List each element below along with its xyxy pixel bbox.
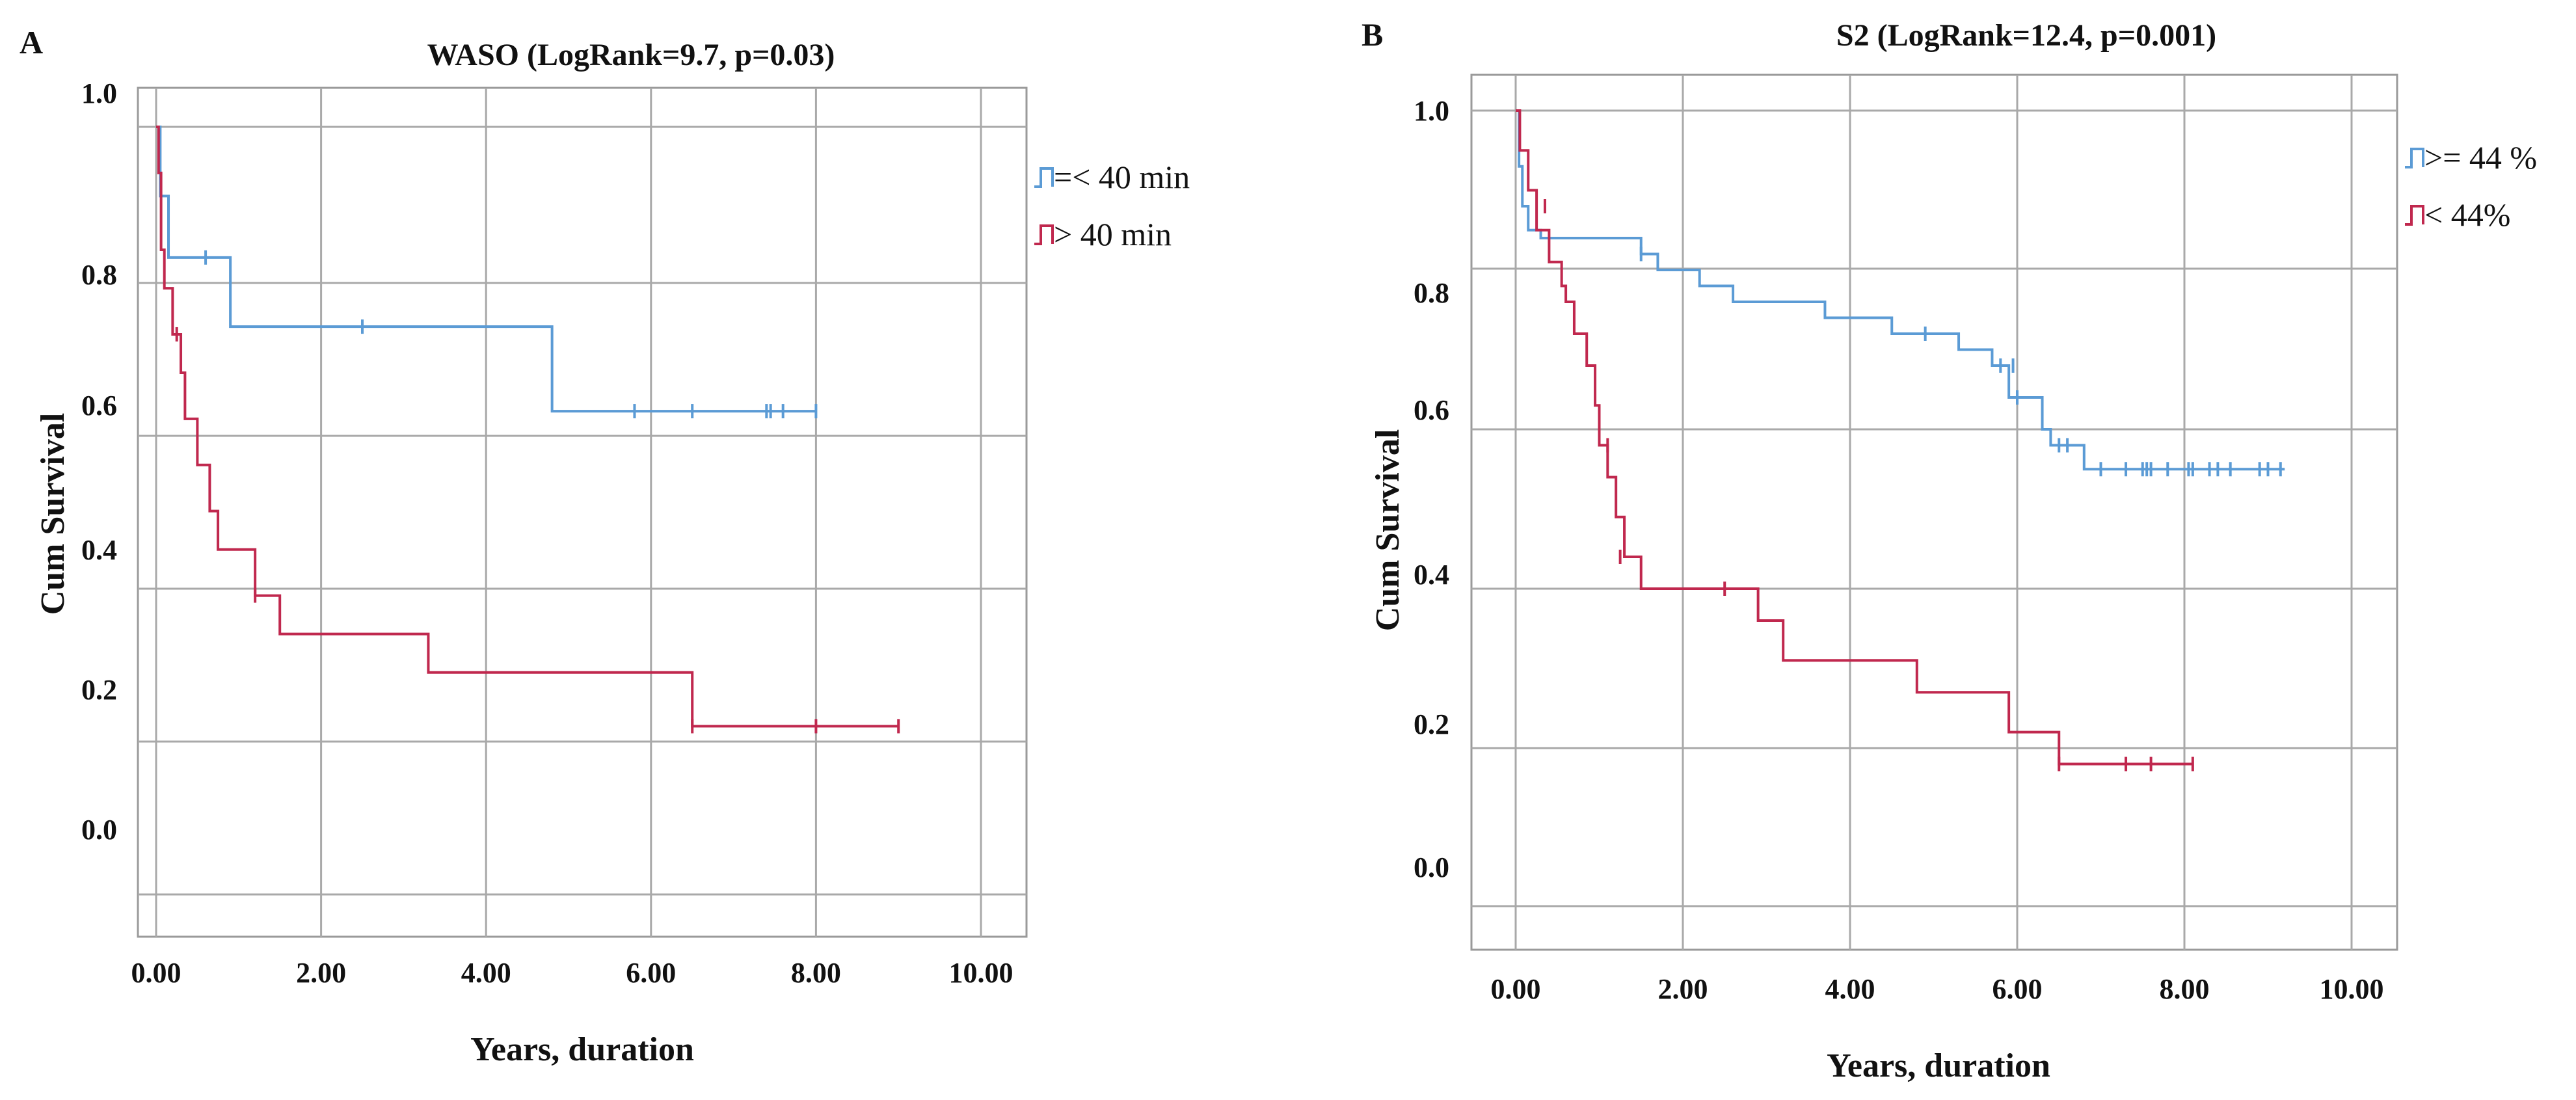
- panel-b-legend-label: < 44%: [2424, 196, 2510, 233]
- panel-b-y-axis-label: Cum Survival: [1369, 429, 1406, 632]
- panel-a-x-tick-label: 4.00: [461, 957, 511, 989]
- panel-a-y-tick-label: 0.6: [81, 390, 117, 422]
- panel-a-plot: 0.00 2.00 4.00 6.00 8.00 10.00 0.0 0.2 0.4 0.6 0.8…: [81, 77, 1190, 989]
- panel-b-y-tick-label: 1.0: [1414, 95, 1449, 127]
- panel-a-plot-frame: [137, 87, 1028, 938]
- panel-a-title: WASO (LogRank=9.7, p=0.03): [427, 38, 835, 72]
- panel-a-y-tick-label: 1.0: [81, 77, 117, 109]
- panel-a-legend-label: > 40 min: [1054, 216, 1172, 252]
- panel-b-y-tick-label: 0.0: [1414, 852, 1449, 883]
- panel-b-letter: B: [1362, 16, 1383, 53]
- panel-a-legend-swatch: [1034, 167, 1054, 188]
- panel-a-legend-label: =< 40 min: [1054, 159, 1190, 195]
- panel-a-x-tick-label: 8.00: [791, 957, 841, 989]
- panel-b-x-tick-label: 8.00: [2160, 973, 2210, 1005]
- panel-b-x-tick-label: 0.00: [1491, 973, 1541, 1005]
- panel-b-y-tick-label: 0.6: [1414, 394, 1449, 426]
- panel-b-legend-label: >= 44 %: [2424, 139, 2537, 176]
- panel-b: B S2 (LogRank=12.4, p=0.001) Cum Surviva…: [1362, 16, 2537, 1084]
- panel-a-y-tick-label: 0.0: [81, 814, 117, 846]
- panel-a-letter: A: [20, 24, 43, 60]
- panel-b-legend-swatch: [2405, 148, 2424, 168]
- panel-b-series-line: [1516, 109, 2193, 766]
- panel-b-y-tick-label: 0.4: [1414, 559, 1449, 591]
- panel-b-x-tick-label: 10.00: [2320, 973, 2384, 1005]
- panel-a-y-tick-label: 0.2: [81, 674, 117, 706]
- panel-a-x-tick-label: 2.00: [296, 957, 346, 989]
- panel-b-x-tick-label: 4.00: [1825, 973, 1875, 1005]
- panel-a-legend-swatch: [1034, 224, 1054, 245]
- panel-b-plot: 0.00 2.00 4.00 6.00 8.00 10.00 0.0 0.2 0.4 0.6 0.8…: [1414, 74, 2537, 1005]
- panel-b-x-axis-label: Years, duration: [1827, 1047, 2050, 1084]
- panel-a-x-tick-label: 6.00: [626, 957, 676, 989]
- panel-a-series-line: [156, 126, 816, 413]
- panel-a-y-tick-label: 0.4: [81, 534, 117, 566]
- panel-b-series-line: [1516, 109, 2285, 471]
- panel-a-x-tick-label: 0.00: [131, 957, 181, 989]
- panel-b-x-tick-label: 6.00: [1992, 973, 2043, 1005]
- panel-a: A WASO (LogRank=9.7, p=0.03) Cum Surviva…: [20, 24, 1190, 1068]
- panel-a-y-tick-label: 0.8: [81, 259, 117, 291]
- panel-b-x-tick-label: 2.00: [1658, 973, 1708, 1005]
- panel-a-x-axis-label: Years, duration: [470, 1031, 694, 1068]
- panel-b-y-tick-label: 0.2: [1414, 708, 1449, 740]
- panel-b-y-tick-label: 0.8: [1414, 277, 1449, 309]
- panel-b-legend-swatch: [2405, 205, 2424, 226]
- panel-b-title: S2 (LogRank=12.4, p=0.001): [1836, 18, 2216, 53]
- panel-b-plot-frame: [1470, 74, 2398, 951]
- panel-a-series-line: [156, 126, 899, 728]
- panel-a-x-tick-label: 10.00: [949, 957, 1013, 989]
- panel-a-y-axis-label: Cum Survival: [34, 413, 72, 615]
